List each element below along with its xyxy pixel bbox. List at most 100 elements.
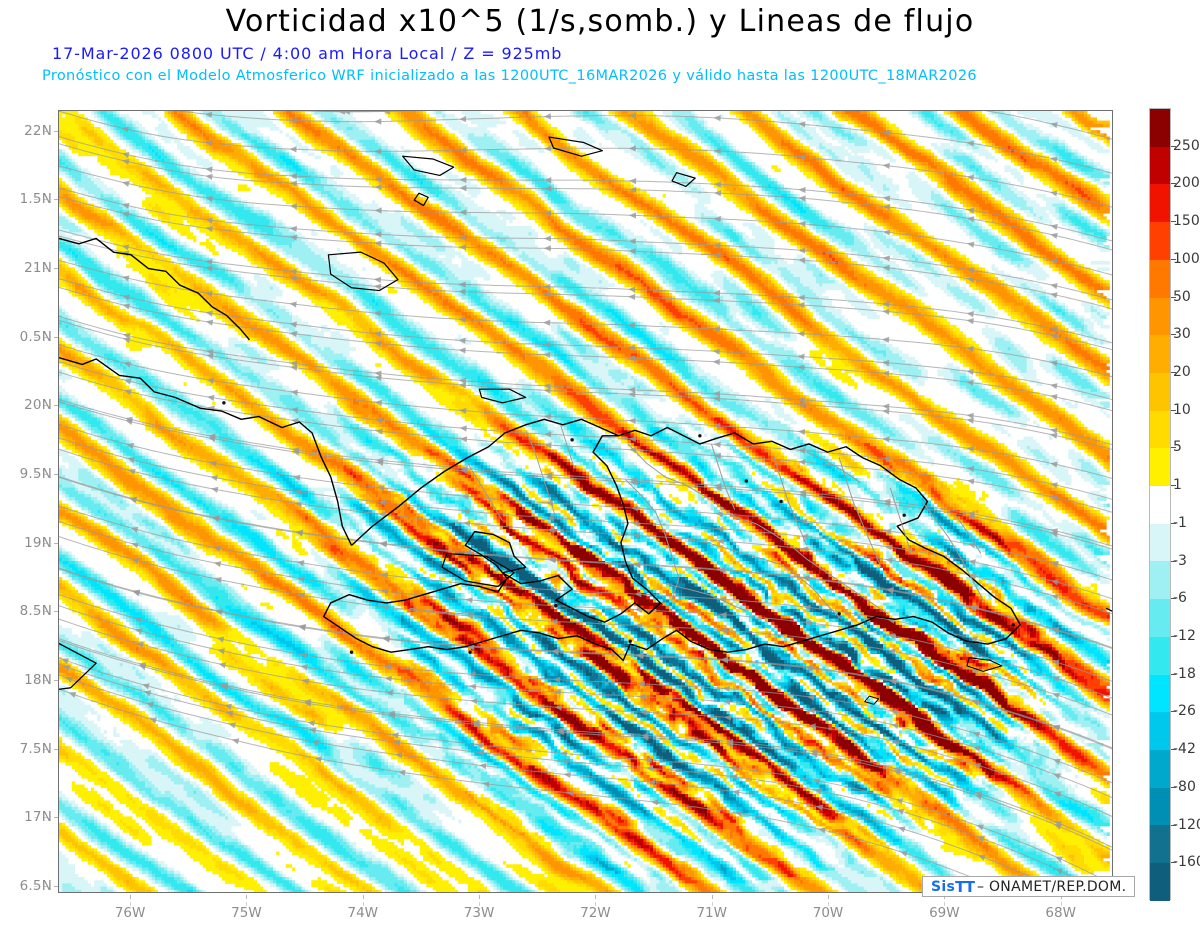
- colorbar-swatch: [1150, 184, 1170, 223]
- streamline-arrow: [290, 389, 298, 396]
- streamline-arrow: [289, 117, 297, 124]
- streamline-arrow: [459, 436, 468, 443]
- streamline-arrow: [550, 618, 558, 625]
- streamline-arrow: [1050, 561, 1059, 568]
- streamline-arrow: [970, 636, 978, 643]
- colorbar-tick-label: -120: [1173, 818, 1200, 832]
- streamline-arrow: [884, 528, 892, 535]
- streamline-arrow: [797, 397, 805, 404]
- coastline-jamaica: [59, 642, 97, 690]
- streamline-arrow: [553, 676, 561, 683]
- latitude-tick-label: 8.5N: [0, 603, 52, 619]
- longitude-tick: [828, 902, 830, 906]
- streamline-arrow: [228, 722, 236, 729]
- latitude-tick: [34, 336, 38, 338]
- streamline-arrow: [458, 347, 466, 354]
- streamline-arrow: [966, 276, 975, 283]
- streamline-arrow: [121, 152, 130, 159]
- streamline: [59, 448, 1112, 615]
- streamline-arrow: [289, 173, 298, 180]
- streamline-arrow: [797, 294, 805, 301]
- latitude-tick: [54, 199, 58, 201]
- streamline: [59, 505, 1112, 682]
- streamline-arrow: [1050, 223, 1058, 231]
- streamline-arrow: [1051, 594, 1059, 601]
- streamline-arrow: [136, 641, 144, 648]
- colorbar-swatch: [1150, 523, 1170, 562]
- streamline-arrow: [204, 111, 213, 118]
- latitude-tick: [34, 199, 38, 201]
- latitude-tick: [54, 886, 58, 888]
- streamline-arrow: [458, 316, 466, 323]
- streamline-arrow: [628, 248, 636, 255]
- border-line: [625, 479, 680, 601]
- colorbar-swatch: [1150, 410, 1170, 449]
- streamline-arrow: [966, 345, 974, 352]
- streamline-arrow: [468, 671, 476, 678]
- longitude-tick: [828, 895, 830, 899]
- streamline-arrow: [648, 779, 656, 786]
- streamline-arrow: [713, 215, 721, 222]
- streamline-arrow: [628, 386, 636, 393]
- streamline-arrow: [373, 310, 382, 317]
- latitude-tick: [34, 886, 38, 888]
- colorbar-swatch: [1150, 222, 1170, 260]
- longitude-tick: [479, 902, 481, 906]
- city-marker: [902, 513, 906, 517]
- border-line: [780, 564, 842, 620]
- streamline-arrow: [966, 379, 974, 386]
- streamline-arrow: [289, 268, 297, 275]
- colorbar-tick-mark: [1171, 447, 1176, 449]
- streamline-arrow: [289, 203, 298, 210]
- streamline-arrow: [380, 572, 389, 579]
- colorbar-swatch: [1150, 863, 1170, 901]
- latitude-tick: [44, 130, 48, 132]
- streamline-arrow: [373, 276, 382, 283]
- city-marker: [698, 434, 702, 438]
- streamline-arrow: [716, 538, 725, 545]
- attribution-badge: Sis TT – ONAMET/REP.DOM.: [922, 876, 1136, 897]
- streamline-arrow: [378, 511, 386, 518]
- streamline-arrow: [797, 364, 805, 371]
- latitude-tick: [44, 886, 48, 888]
- colorbar-tick-mark: [1171, 786, 1176, 788]
- streamline-arrow: [890, 709, 899, 716]
- streamline-arrow: [978, 854, 986, 861]
- latitude-tick-label: 19N: [0, 535, 52, 551]
- colorbar-swatch: [1150, 561, 1170, 600]
- streamline-arrow: [966, 311, 974, 318]
- map-plot-area[interactable]: [58, 110, 1113, 893]
- coastline-cuba-north: [59, 237, 250, 341]
- colorbar-swatch: [1150, 787, 1170, 826]
- streamline-arrow: [970, 668, 979, 675]
- streamline-arrow: [712, 390, 721, 398]
- streamline-arrow: [205, 166, 213, 173]
- streamline-arrow: [639, 709, 647, 716]
- colorbar-swatch: [1150, 749, 1170, 788]
- streamline-arrow: [459, 115, 467, 123]
- colorbar-tick-mark: [1171, 824, 1176, 826]
- city-marker: [570, 438, 574, 442]
- streamline-arrow: [713, 115, 721, 122]
- streamline-arrow: [1052, 692, 1060, 699]
- streamline-arrow: [1051, 659, 1060, 666]
- streamline-arrow: [216, 636, 225, 643]
- streamline-arrow: [713, 181, 721, 188]
- streamline-arrow: [1050, 360, 1058, 367]
- streamline-arrow: [882, 195, 891, 202]
- streamline-arrow: [374, 340, 382, 347]
- longitude-tick: [595, 895, 597, 899]
- streamline-arrow: [543, 145, 552, 152]
- page-title: Vorticidad x10^5 (1/s,somb.) y Lineas de…: [0, 4, 1200, 39]
- streamline-arrow: [391, 732, 399, 739]
- streamline-arrow: [205, 140, 213, 147]
- longitude-tick: [595, 902, 597, 906]
- streamline-arrow: [214, 576, 222, 584]
- border-line: [664, 583, 747, 612]
- coastline-turks-2: [671, 172, 696, 188]
- streamline-arrow: [798, 121, 806, 128]
- streamline: [59, 536, 1112, 716]
- streamline-arrow: [543, 283, 551, 290]
- streamline-arrow: [224, 703, 232, 710]
- streamline-arrow: [628, 145, 636, 152]
